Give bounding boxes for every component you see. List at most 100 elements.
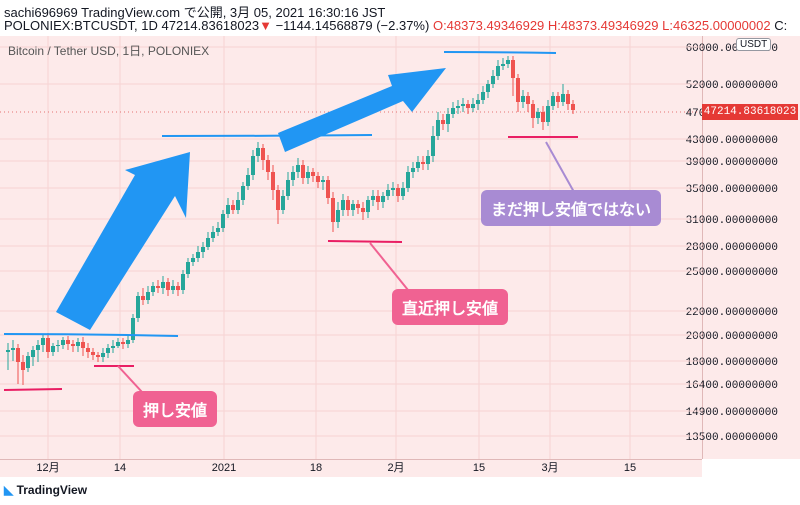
candle-body bbox=[71, 344, 75, 346]
candle-body bbox=[151, 286, 155, 292]
y-tick-label: 43000.00000000 bbox=[686, 135, 778, 147]
y-tick-label: 22000.00000000 bbox=[686, 307, 778, 319]
candle-body bbox=[571, 104, 575, 110]
ohlc-open: O:48373.49346929 bbox=[432, 18, 545, 33]
candle-body bbox=[26, 356, 30, 368]
candle-body bbox=[6, 350, 10, 352]
candle-body bbox=[281, 196, 285, 210]
candle-body bbox=[331, 198, 335, 222]
currency-button[interactable]: USDT bbox=[736, 38, 772, 51]
time-axis[interactable] bbox=[0, 459, 702, 478]
x-tick-label: 3月 bbox=[541, 462, 558, 474]
candle-body bbox=[156, 286, 160, 288]
candle-body bbox=[171, 286, 175, 290]
candle-body bbox=[341, 200, 345, 210]
y-tick-label: 20000.00000000 bbox=[686, 331, 778, 343]
candle-body bbox=[131, 318, 135, 340]
price-change: −1144.14568879 (−2.37%) bbox=[275, 18, 430, 33]
candle-body bbox=[446, 114, 450, 124]
x-tick-label: 12月 bbox=[36, 462, 59, 474]
candle-body bbox=[526, 96, 530, 104]
label-connector bbox=[545, 141, 575, 193]
candle-body bbox=[516, 78, 520, 102]
candle-body bbox=[326, 180, 330, 198]
candle-body bbox=[91, 352, 95, 355]
down-arrow-icon: ▼ bbox=[259, 18, 272, 33]
resistance-line bbox=[443, 51, 557, 54]
candle-body bbox=[216, 228, 220, 232]
candle-body bbox=[431, 136, 435, 156]
y-tick-label: 28000.00000000 bbox=[686, 242, 778, 254]
resistance-line bbox=[161, 134, 373, 137]
candle-body bbox=[256, 148, 260, 156]
candle-body bbox=[21, 362, 25, 370]
candle-body bbox=[46, 338, 50, 352]
candle-body bbox=[346, 200, 350, 210]
candle-body bbox=[401, 188, 405, 196]
candle-body bbox=[301, 165, 305, 178]
candle-body bbox=[56, 345, 60, 346]
candle-body bbox=[261, 148, 265, 160]
candle-body bbox=[406, 172, 410, 188]
x-tick-label: 14 bbox=[114, 462, 126, 474]
candle-body bbox=[36, 345, 40, 350]
candle-body bbox=[351, 204, 355, 210]
chart-title: Bitcoin / Tether USD, 1日, POLONIEX bbox=[8, 44, 210, 58]
candle-body bbox=[291, 172, 295, 180]
last-price-tag: 47214.83618023 bbox=[702, 104, 798, 120]
candle-body bbox=[221, 214, 225, 228]
candle-body bbox=[51, 346, 55, 352]
y-tick-label: 39000.00000000 bbox=[686, 157, 778, 169]
candle-body bbox=[416, 162, 420, 168]
candle-body bbox=[546, 106, 550, 122]
y-tick-label: 16400.00000000 bbox=[686, 380, 778, 392]
not-yet-label: まだ押し安値ではない bbox=[481, 190, 662, 226]
candle-body bbox=[31, 350, 35, 357]
tradingview-logo[interactable]: ◣ TradingView bbox=[4, 483, 87, 497]
candle-body bbox=[126, 340, 130, 344]
candle-body bbox=[296, 165, 300, 172]
candle-body bbox=[421, 162, 425, 164]
candle-body bbox=[336, 210, 340, 222]
candle-body bbox=[201, 247, 205, 252]
candle-body bbox=[376, 196, 380, 202]
label-connector bbox=[369, 242, 409, 291]
candle-body bbox=[81, 342, 85, 348]
candle-body bbox=[231, 205, 235, 210]
trend-arrow bbox=[56, 152, 190, 330]
y-tick-label: 18000.00000000 bbox=[686, 357, 778, 369]
candle-body bbox=[196, 252, 200, 258]
candle-body bbox=[321, 180, 325, 182]
candle-body bbox=[211, 232, 215, 238]
candle-body bbox=[501, 64, 505, 66]
candle-body bbox=[471, 104, 475, 108]
x-tick-label: 15 bbox=[473, 462, 485, 474]
candle-body bbox=[391, 188, 395, 190]
candle-body bbox=[136, 296, 140, 318]
candle-body bbox=[561, 94, 565, 102]
candle-body bbox=[556, 96, 560, 102]
candle-body bbox=[486, 84, 490, 92]
candle-body bbox=[511, 60, 515, 78]
resistance-line bbox=[3, 333, 179, 337]
candle-body bbox=[386, 190, 390, 196]
candle-body bbox=[16, 348, 20, 362]
candle-body bbox=[531, 104, 535, 118]
candle-body bbox=[476, 100, 480, 104]
candle-body bbox=[371, 196, 375, 200]
candle-body bbox=[176, 286, 180, 290]
candle-body bbox=[101, 353, 105, 357]
candle-body bbox=[541, 112, 545, 122]
support-line bbox=[3, 388, 63, 391]
candle-body bbox=[106, 348, 110, 353]
candle-body bbox=[226, 205, 230, 214]
candle-body bbox=[86, 348, 90, 352]
ohlc-high: H:48373.49346929 bbox=[547, 18, 659, 33]
x-tick-label: 15 bbox=[624, 462, 636, 474]
candle-body bbox=[506, 60, 510, 64]
candle-body bbox=[316, 176, 320, 182]
y-tick-label: 31000.00000000 bbox=[686, 215, 778, 227]
brand-name: TradingView bbox=[16, 483, 88, 497]
candle-body bbox=[356, 204, 360, 208]
